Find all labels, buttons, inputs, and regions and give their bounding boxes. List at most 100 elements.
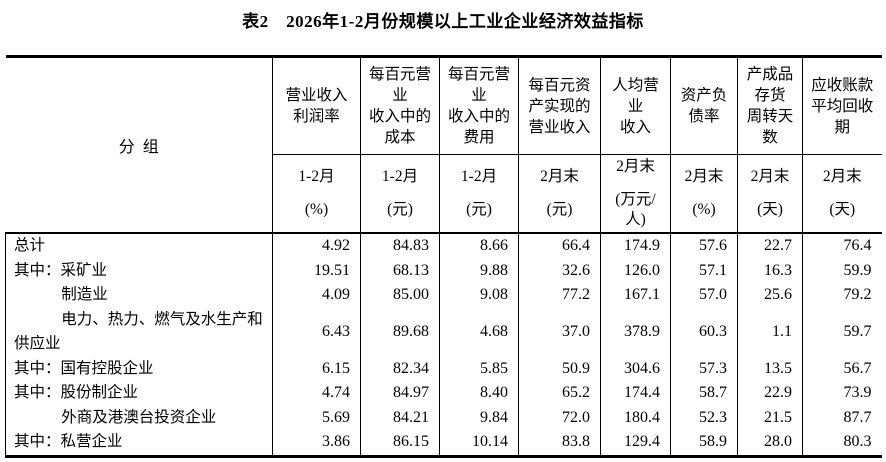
data-cell: 66.4 [518, 233, 601, 259]
row-label: 其中：股份制企业 [5, 381, 273, 406]
column-subheader: 2月末 (%) [670, 154, 738, 234]
table-row-mining: 其中：采矿业 19.51 68.13 9.88 32.6 126.0 57.1 … [5, 258, 882, 283]
data-cell: 6.15 [272, 356, 361, 381]
data-cell: 57.3 [670, 356, 738, 381]
data-cell: 57.6 [670, 233, 738, 259]
data-cell: 80.3 [802, 430, 882, 456]
data-cell: 87.7 [802, 405, 882, 430]
table-title: 表2 2026年1-2月份规模以上工业企业经济效益指标 [242, 12, 644, 31]
unit-label: (%) [692, 201, 716, 218]
column-subheader: 2月末 (万元/ 人) [600, 154, 671, 234]
data-cell: 86.15 [360, 430, 440, 456]
data-cell: 10.14 [439, 430, 519, 456]
data-cell: 5.69 [272, 405, 361, 430]
unit-label: (天) [757, 201, 783, 218]
data-cell: 167.1 [600, 283, 671, 308]
unit-label: (%) [304, 201, 329, 218]
data-cell: 57.1 [670, 258, 738, 283]
data-cell: 8.66 [439, 233, 519, 259]
data-cell: 180.4 [600, 405, 671, 430]
period-label: 1-2月 [298, 168, 335, 185]
indicators-table: 分 组 营业收入 利润率 每百元营 业 收入中的 成本 每百元营 业 收入中的 … [5, 55, 882, 458]
data-cell: 4.92 [272, 233, 361, 259]
table-row-manufacturing: 制造业 4.09 85.00 9.08 77.2 167.1 57.0 25.6… [5, 283, 882, 308]
data-cell: 56.7 [802, 356, 882, 381]
data-cell: 84.83 [360, 233, 440, 259]
period-label: 2月末 [616, 158, 655, 175]
unit-label: (元) [546, 201, 573, 218]
data-cell: 89.68 [360, 307, 440, 357]
data-cell: 85.00 [360, 283, 440, 308]
data-cell: 58.7 [670, 381, 738, 406]
data-cell: 4.74 [272, 381, 361, 406]
page: 表2 2026年1-2月份规模以上工业企业经济效益指标 分 组 营业收入 利润率… [0, 7, 886, 462]
unit-label: (元) [466, 201, 492, 218]
table-row-total: 总计 4.92 84.83 8.66 66.4 174.9 57.6 22.7 … [5, 233, 882, 259]
column-header-operating-margin: 营业收入 利润率 [272, 56, 361, 155]
column-header-debt-ratio: 资产负 债率 [670, 56, 738, 155]
row-label: 电力、热力、燃气及水生产和供应业 [5, 307, 273, 357]
data-cell: 22.9 [737, 381, 803, 406]
data-cell: 1.1 [737, 307, 803, 357]
column-header-expense-per-100: 每百元营 业 收入中的 费用 [439, 56, 519, 155]
data-cell: 72.0 [518, 405, 601, 430]
data-cell: 57.0 [670, 283, 738, 308]
table-row-state-owned: 其中：国有控股企业 6.15 82.34 5.85 50.9 304.6 57.… [5, 356, 882, 381]
data-cell: 174.4 [600, 381, 671, 406]
data-cell: 4.68 [439, 307, 519, 357]
row-label: 其中：私营企业 [5, 430, 273, 456]
data-cell: 13.5 [737, 356, 803, 381]
column-header-cost-per-100: 每百元营 业 收入中的 成本 [360, 56, 440, 155]
data-cell: 82.34 [360, 356, 440, 381]
table-row-private: 其中：私营企业 3.86 86.15 10.14 83.8 129.4 58.9… [5, 430, 882, 456]
data-cell: 4.09 [272, 283, 361, 308]
period-label: 2月末 [822, 168, 862, 185]
data-cell: 21.5 [737, 405, 803, 430]
column-subheader: 1-2月 (元) [439, 154, 519, 234]
data-cell: 73.9 [802, 381, 882, 406]
data-cell: 19.51 [272, 258, 361, 283]
data-cell: 28.0 [737, 430, 803, 456]
data-cell: 9.08 [439, 283, 519, 308]
data-cell: 68.13 [360, 258, 440, 283]
column-subheader: 1-2月 (元) [360, 154, 440, 234]
table-row-share-holding: 其中：股份制企业 4.74 84.97 8.40 65.2 174.4 58.7… [5, 381, 882, 406]
row-label: 其中：采矿业 [5, 258, 273, 283]
data-cell: 60.3 [670, 307, 738, 357]
data-cell: 378.9 [600, 307, 671, 357]
data-cell: 59.9 [802, 258, 882, 283]
data-cell: 5.85 [439, 356, 519, 381]
data-cell: 8.40 [439, 381, 519, 406]
period-label: 2月末 [684, 168, 724, 185]
data-cell: 16.3 [737, 258, 803, 283]
column-subheader: 2月末 (天) [737, 154, 803, 234]
column-header-inventory-days: 产成品 存货 周转天 数 [737, 56, 803, 155]
row-label: 制造业 [5, 283, 273, 308]
data-cell: 6.43 [272, 307, 361, 357]
data-cell: 3.86 [272, 430, 361, 456]
data-cell: 126.0 [600, 258, 671, 283]
table-row-utilities: 电力、热力、燃气及水生产和供应业 6.43 89.68 4.68 37.0 37… [5, 307, 882, 357]
data-cell: 76.4 [802, 233, 882, 259]
data-cell: 58.9 [670, 430, 738, 456]
data-cell: 65.2 [518, 381, 601, 406]
row-label: 总计 [5, 233, 273, 259]
data-cell: 25.6 [737, 283, 803, 308]
data-cell: 304.6 [600, 356, 671, 381]
column-subheader: 2月末 (元) [518, 154, 601, 234]
unit-label: (天) [829, 201, 856, 218]
row-label: 其中：国有控股企业 [5, 356, 273, 381]
column-header-revenue-per-capita: 人均营 业 收入 [600, 56, 671, 155]
data-cell: 174.9 [600, 233, 671, 259]
data-cell: 32.6 [518, 258, 601, 283]
unit-label: (万元/ 人) [615, 191, 656, 228]
data-cell: 77.2 [518, 283, 601, 308]
data-cell: 84.97 [360, 381, 440, 406]
data-cell: 52.3 [670, 405, 738, 430]
column-header-receivable-days: 应收账款 平均回收 期 [802, 56, 882, 155]
period-label: 1-2月 [381, 168, 419, 185]
unit-label: (元) [387, 201, 413, 218]
data-cell: 83.8 [518, 430, 601, 456]
data-cell: 84.21 [360, 405, 440, 430]
table-row-foreign-invested: 外商及港澳台投资企业 5.69 84.21 9.84 72.0 180.4 52… [5, 405, 882, 430]
